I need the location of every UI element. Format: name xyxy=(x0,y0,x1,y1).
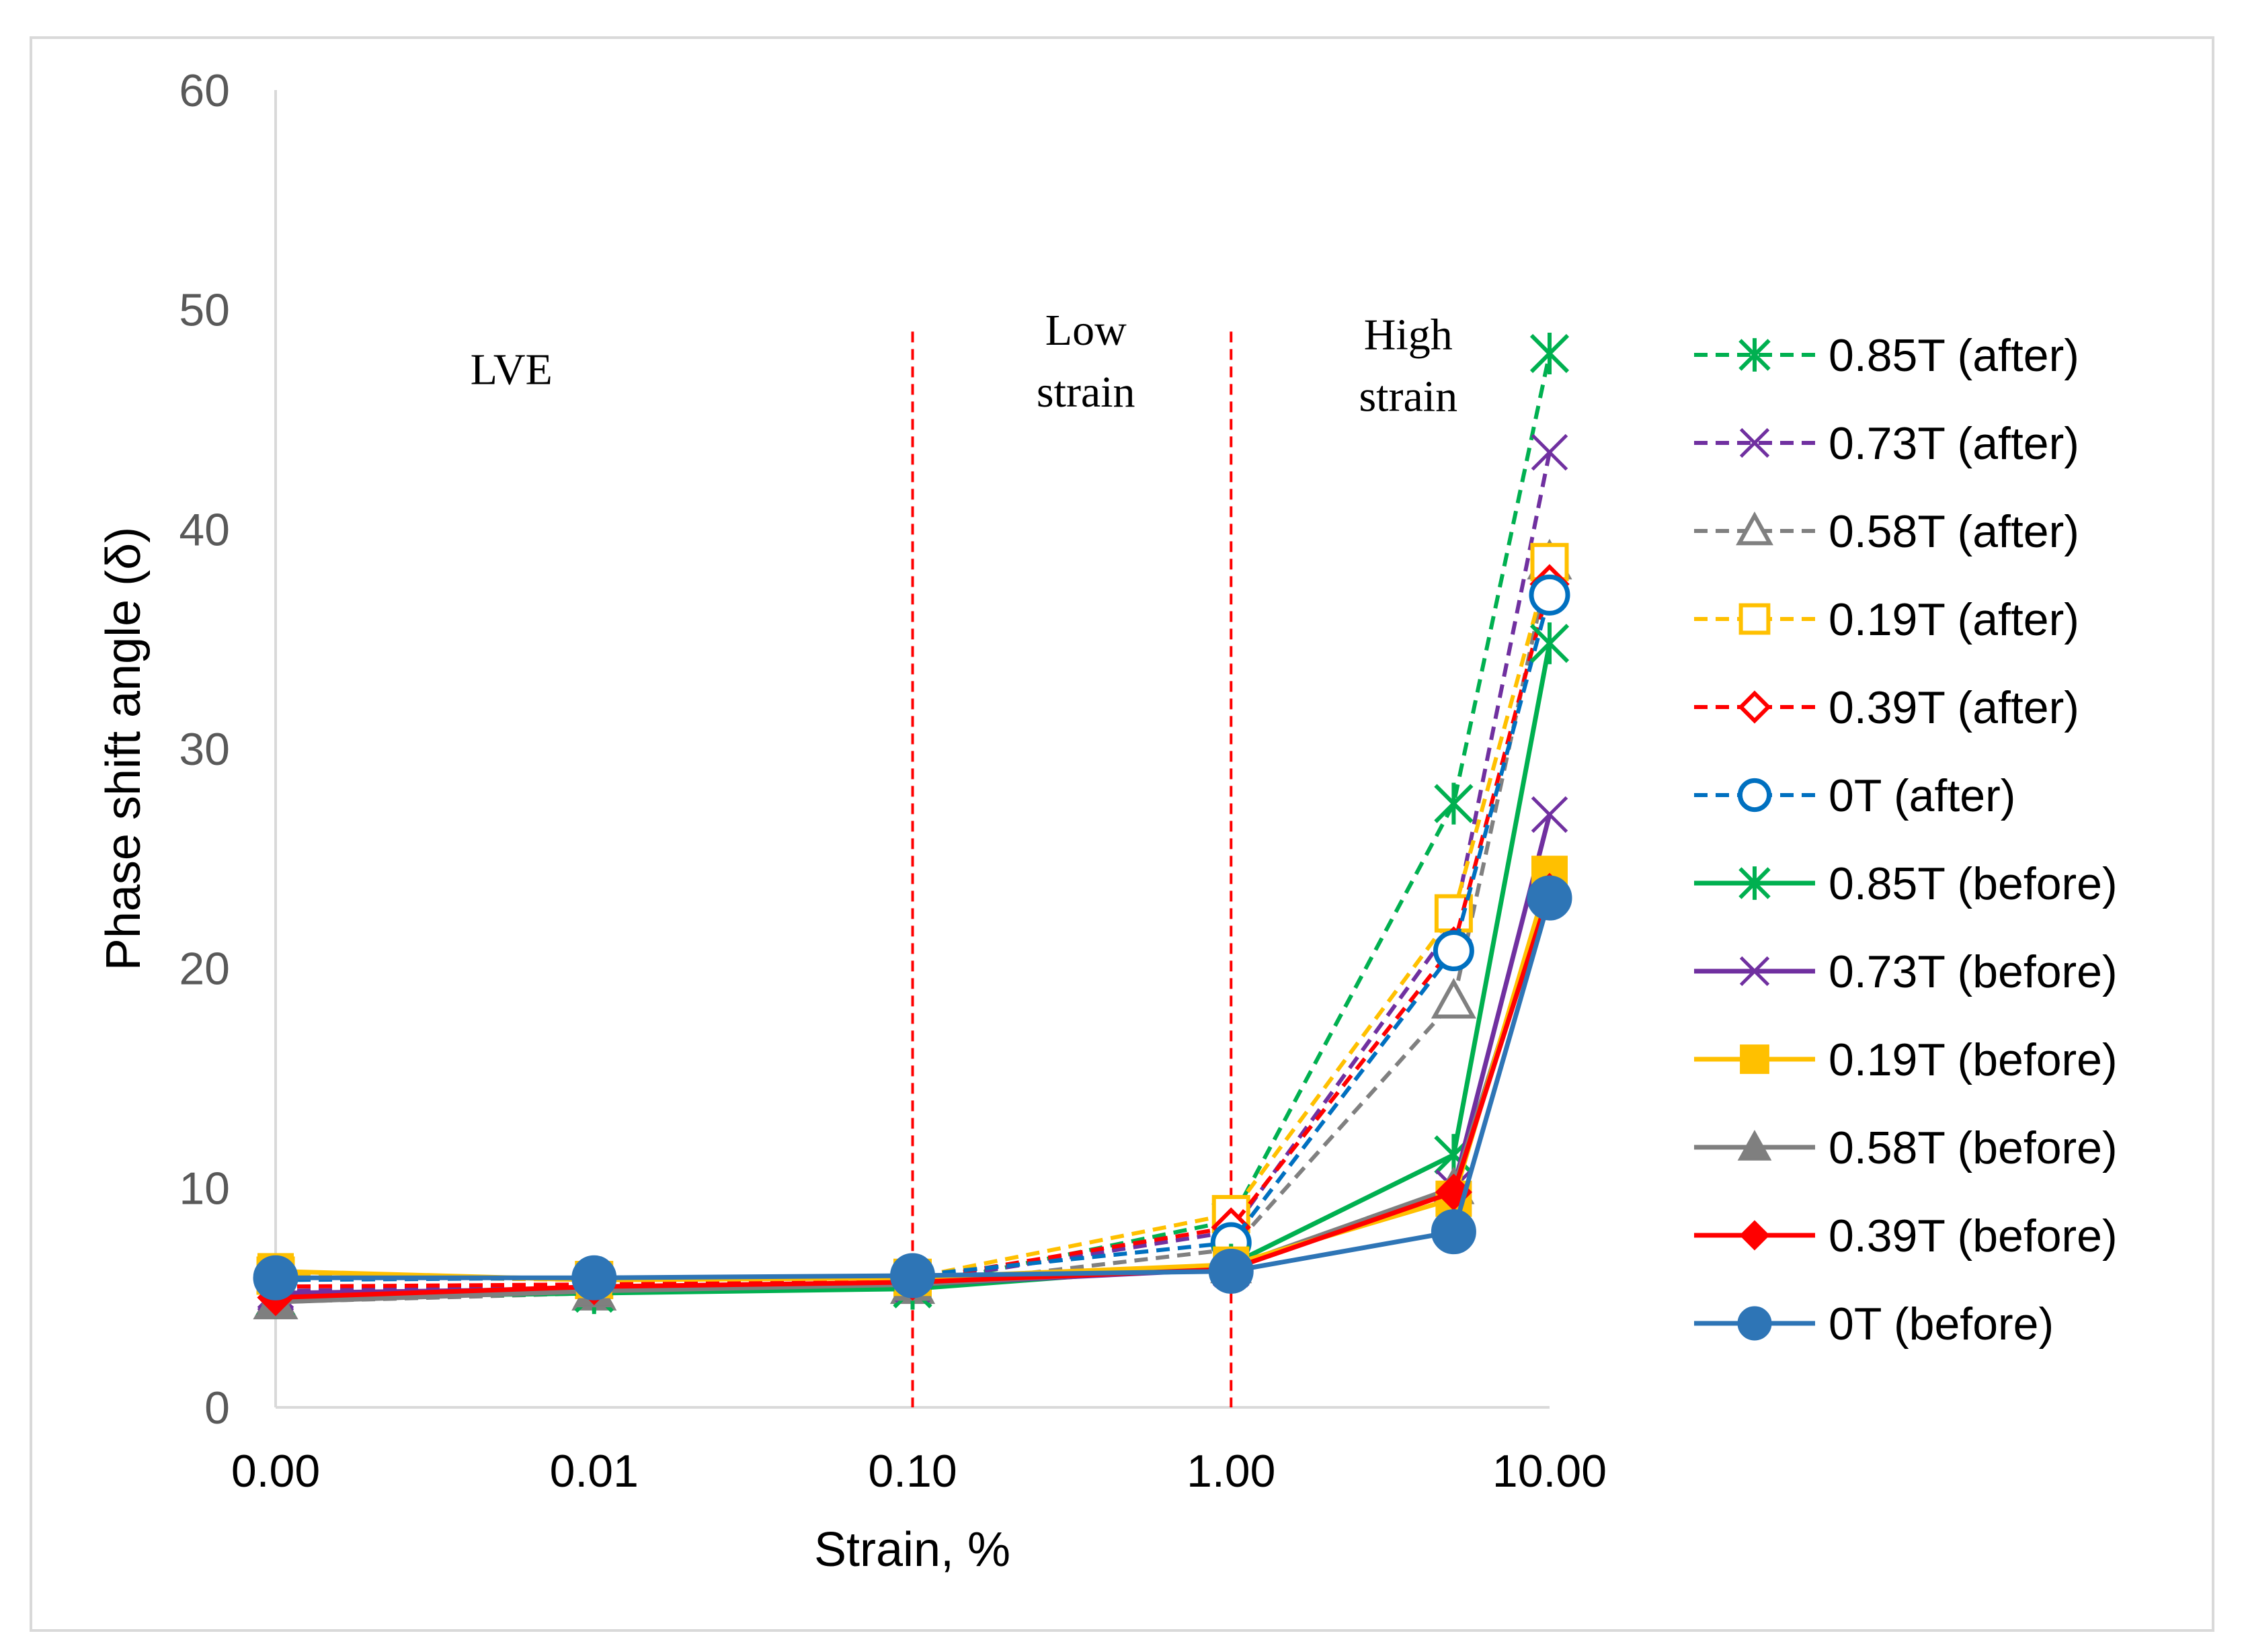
legend-label: 0.85T (before) xyxy=(1829,858,2118,909)
data-point-marker xyxy=(1738,690,1771,724)
legend-entry: 0T (before) xyxy=(1694,1298,2054,1350)
y-tick-label: 50 xyxy=(179,285,230,336)
legend-label: 0.58T (after) xyxy=(1829,506,2079,557)
region-labels: LVE Low strain High strain xyxy=(471,306,1457,421)
data-point-marker xyxy=(1531,433,1568,471)
series-0t-before xyxy=(253,875,1572,1300)
data-point-marker xyxy=(1431,1209,1476,1255)
legend-entry: 0.85T (after) xyxy=(1694,330,2079,381)
data-point-marker xyxy=(1529,332,1570,375)
region-label: Low xyxy=(1045,306,1127,355)
region-label: strain xyxy=(1359,372,1457,421)
x-tick-label: 0.01 xyxy=(550,1446,639,1497)
data-point-marker xyxy=(1529,574,1570,616)
x-tick-label: 1.00 xyxy=(1187,1446,1275,1497)
legend-entry: 0.19T (after) xyxy=(1694,594,2079,645)
data-point-marker xyxy=(1738,338,1771,372)
data-point-marker xyxy=(1527,875,1572,921)
legend-label: 0.73T (after) xyxy=(1829,418,2079,469)
legend-label: 0.39T (after) xyxy=(1829,682,2079,733)
legend-entry: 0.19T (before) xyxy=(1694,1034,2118,1085)
chart-frame xyxy=(30,36,2214,1632)
data-point-marker xyxy=(1433,930,1474,972)
legend-label: 0.58T (before) xyxy=(1829,1122,2118,1173)
legend-label: 0.19T (after) xyxy=(1829,594,2079,645)
data-point-marker xyxy=(1737,1306,1772,1341)
data-point-marker xyxy=(1738,603,1771,635)
legend-entry: 0T (after) xyxy=(1694,770,2015,821)
legend-label: 0.73T (before) xyxy=(1829,946,2118,997)
region-label: High xyxy=(1364,310,1453,359)
data-point-marker xyxy=(571,1255,617,1300)
legend-entry: 0.58T (after) xyxy=(1694,506,2079,557)
y-tick-label: 10 xyxy=(179,1163,230,1214)
data-point-marker xyxy=(1738,866,1771,900)
data-point-marker xyxy=(1739,956,1770,987)
x-tick-label: 0.00 xyxy=(231,1446,320,1497)
data-point-marker xyxy=(1736,511,1773,546)
legend-entry: 0.73T (after) xyxy=(1694,418,2079,469)
region-label: LVE xyxy=(471,345,553,395)
y-tick-label: 60 xyxy=(179,65,230,116)
data-point-marker xyxy=(1529,622,1570,665)
y-tick-label: 20 xyxy=(179,944,230,995)
data-point-marker xyxy=(1431,977,1476,1019)
x-axis-ticks: 0.00 0.01 0.10 1.00 10.00 xyxy=(231,1446,1607,1497)
x-tick-label: 0.10 xyxy=(868,1446,957,1497)
y-tick-label: 0 xyxy=(204,1382,230,1434)
series-line xyxy=(276,897,1552,1280)
legend-label: 0.39T (before) xyxy=(1829,1210,2118,1262)
y-axis-title: Phase shift angle (δ) xyxy=(97,527,151,970)
data-point-marker xyxy=(1739,1220,1770,1251)
legend-entry: 0.39T (before) xyxy=(1694,1210,2118,1262)
data-point-marker xyxy=(1737,778,1772,813)
legend-entry: 0.58T (before) xyxy=(1694,1122,2118,1173)
legend-label: 0T (before) xyxy=(1829,1298,2054,1350)
legend-entry: 0.85T (before) xyxy=(1694,858,2118,909)
x-tick-label: 10.00 xyxy=(1492,1446,1607,1497)
series-layer xyxy=(253,332,1572,1319)
legend-label: 0.19T (before) xyxy=(1829,1034,2118,1085)
legend-label: 0T (after) xyxy=(1829,770,2015,821)
series-line xyxy=(275,583,1552,1289)
series-0-19t-after xyxy=(256,542,1569,1300)
data-point-marker xyxy=(1531,796,1568,833)
data-point-marker xyxy=(1740,1044,1769,1074)
legend-entry: 0.39T (after) xyxy=(1694,682,2079,733)
data-point-marker xyxy=(1739,427,1770,458)
data-point-marker xyxy=(1737,1130,1772,1161)
y-tick-label: 30 xyxy=(179,724,230,775)
legend-label: 0.85T (after) xyxy=(1829,330,2079,381)
region-label: strain xyxy=(1037,368,1135,417)
x-axis-title: Strain, % xyxy=(814,1523,1010,1577)
data-point-marker xyxy=(253,1255,298,1300)
data-point-marker xyxy=(1208,1248,1254,1294)
y-tick-label: 40 xyxy=(179,504,230,555)
data-point-marker xyxy=(1434,782,1474,825)
legend-entry: 0.73T (before) xyxy=(1694,946,2118,997)
data-point-marker xyxy=(890,1253,935,1298)
y-axis-ticks: 0 10 20 30 40 50 60 xyxy=(179,65,230,1434)
axes xyxy=(274,90,1550,1409)
legend: 0.85T (after) 0.73T (after) 0.58T (after) 0… xyxy=(1694,330,2118,1350)
